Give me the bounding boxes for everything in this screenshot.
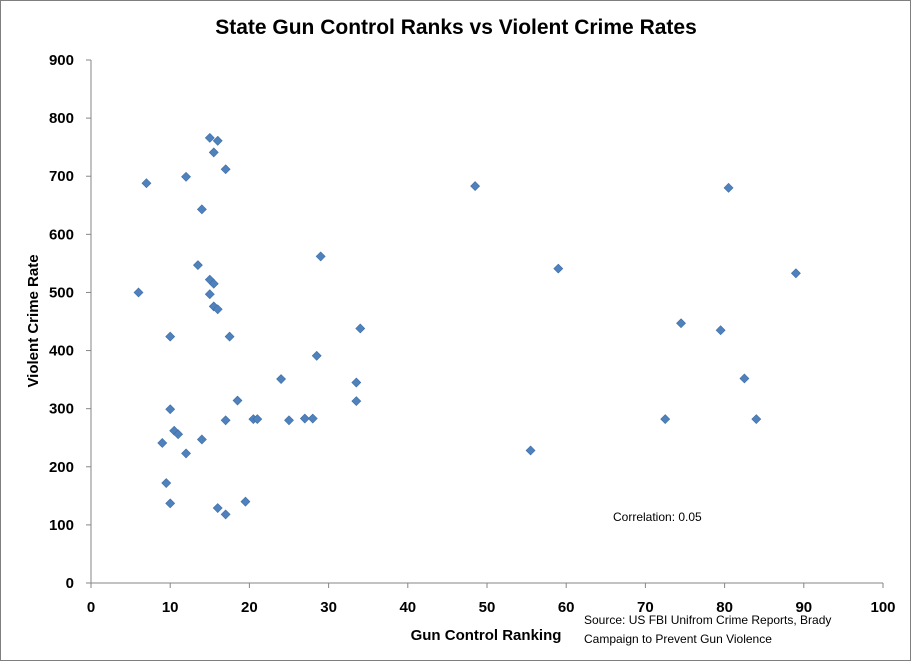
data-point (723, 182, 734, 193)
source-note-line-2: Campaign to Prevent Gun Violence (584, 632, 772, 646)
x-tick-label: 0 (87, 599, 95, 616)
y-tick-label: 100 (49, 517, 74, 534)
data-point (196, 204, 207, 215)
x-tick-label: 80 (716, 599, 733, 616)
y-ticks: 0 100 200 300 400 500 600 700 800 900 (49, 52, 91, 592)
data-point (220, 509, 231, 520)
correlation-annotation: Correlation: 0.05 (613, 510, 702, 524)
data-point (157, 438, 168, 448)
data-point (220, 415, 231, 426)
data-point (212, 503, 223, 513)
data-point (181, 171, 191, 182)
x-tick-label: 70 (637, 599, 654, 616)
x-tick-label: 30 (320, 599, 337, 616)
data-point (240, 496, 251, 507)
y-tick-label: 300 (49, 401, 74, 418)
data-point (351, 377, 362, 388)
data-point (196, 434, 207, 445)
y-tick-label: 600 (49, 226, 74, 243)
y-tick-label: 400 (49, 343, 74, 360)
y-tick-label: 0 (66, 575, 74, 592)
data-point (173, 429, 184, 440)
data-point (224, 331, 235, 342)
data-point (208, 278, 219, 289)
data-point (181, 448, 191, 459)
data-point (739, 373, 750, 384)
data-point (133, 287, 144, 298)
data-point (232, 395, 243, 406)
x-tick-label: 50 (479, 599, 496, 616)
x-ticks: 0 10 20 30 40 50 60 70 80 90 100 (87, 583, 896, 616)
x-tick-label: 20 (241, 599, 258, 616)
y-tick-label: 800 (49, 110, 74, 127)
data-point (311, 350, 322, 361)
y-tick-label: 500 (49, 284, 74, 301)
data-point (165, 498, 176, 509)
y-tick-label: 900 (49, 52, 74, 69)
data-point (676, 318, 686, 329)
data-point (751, 414, 762, 425)
data-point (660, 414, 671, 425)
chart-title: State Gun Control Ranks vs Violent Crime… (215, 16, 697, 39)
x-axis-label: Gun Control Ranking (411, 627, 562, 644)
x-tick-label: 10 (162, 599, 179, 616)
x-tick-label: 90 (795, 599, 812, 616)
x-tick-label: 100 (870, 599, 895, 616)
data-point (192, 260, 203, 271)
data-point (307, 413, 318, 424)
x-tick-label: 40 (399, 599, 416, 616)
data-point (252, 414, 263, 425)
data-point (470, 181, 481, 192)
data-point (212, 135, 223, 146)
data-point (220, 164, 231, 175)
data-point (315, 251, 326, 262)
data-point (299, 413, 310, 424)
data-point (351, 396, 362, 407)
data-point (355, 323, 366, 334)
source-note-line-1: Source: US FBI Unifrom Crime Reports, Br… (584, 613, 831, 627)
data-point (161, 478, 172, 488)
data-point (208, 147, 219, 158)
x-tick-label: 60 (558, 599, 575, 616)
data-point (165, 404, 176, 415)
data-point (276, 374, 287, 384)
y-tick-label: 200 (49, 459, 74, 476)
data-point (165, 331, 176, 342)
data-point (790, 268, 801, 279)
data-point (284, 415, 294, 426)
data-point (141, 178, 152, 189)
data-point (204, 289, 215, 300)
data-point (204, 132, 215, 143)
data-points (133, 132, 801, 520)
y-tick-label: 700 (49, 168, 74, 185)
data-point (212, 304, 223, 315)
data-point (553, 263, 564, 274)
data-point (525, 445, 536, 456)
data-point (715, 325, 726, 336)
y-axis-label: Violent Crime Rate (25, 254, 42, 387)
